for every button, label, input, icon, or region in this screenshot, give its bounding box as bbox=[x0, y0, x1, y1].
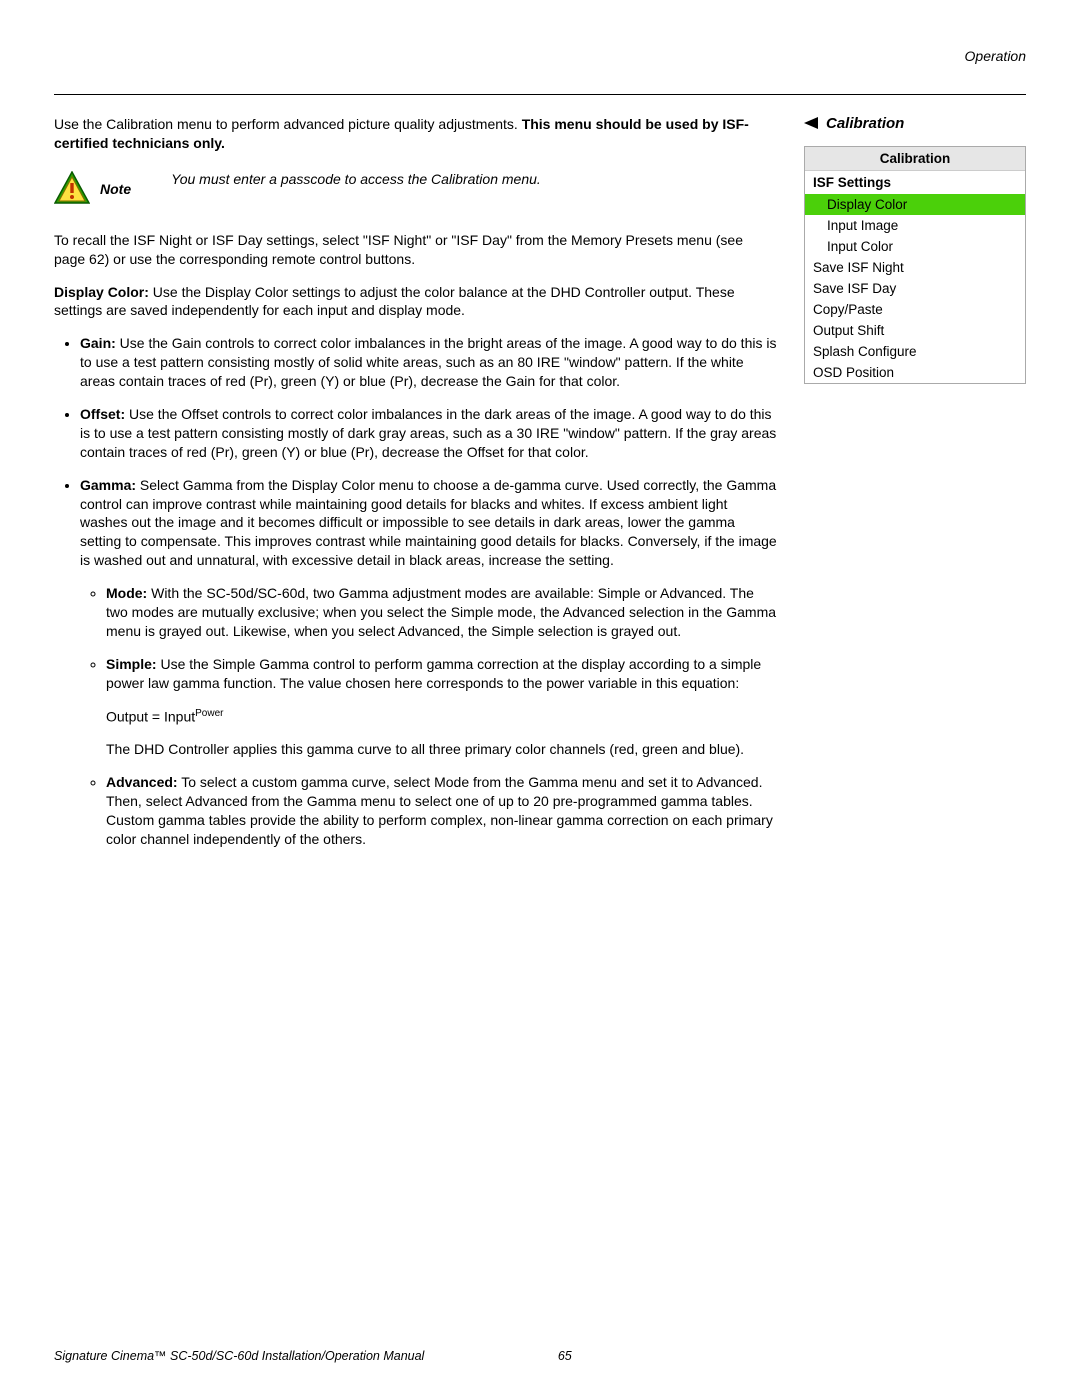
main-column: Use the Calibration menu to perform adva… bbox=[54, 115, 804, 863]
advanced-label: Advanced: bbox=[106, 774, 178, 790]
bullet-simple: Simple: Use the Simple Gamma control to … bbox=[106, 655, 778, 759]
gamma-sublist: Mode: With the SC-50d/SC-60d, two Gamma … bbox=[80, 584, 778, 848]
menu-item-copy-paste[interactable]: Copy/Paste bbox=[805, 299, 1025, 320]
calibration-menu: Calibration ISF Settings Display ColorIn… bbox=[804, 146, 1026, 384]
bullet-mode: Mode: With the SC-50d/SC-60d, two Gamma … bbox=[106, 584, 778, 641]
gamma-equation: Output = InputPower bbox=[106, 707, 778, 727]
menu-item-splash-configure[interactable]: Splash Configure bbox=[805, 341, 1025, 362]
simple-after: The DHD Controller applies this gamma cu… bbox=[106, 740, 778, 759]
menu-item-display-color[interactable]: Display Color bbox=[805, 194, 1025, 215]
footer-text: Signature Cinema™ SC-50d/SC-60d Installa… bbox=[54, 1349, 424, 1363]
menu-item-output-shift[interactable]: Output Shift bbox=[805, 320, 1025, 341]
page-number: 65 bbox=[558, 1349, 572, 1363]
menu-header: Calibration bbox=[805, 147, 1025, 171]
eq-base: Output = Input bbox=[106, 708, 195, 724]
side-title: Calibration bbox=[804, 115, 1026, 132]
offset-label: Offset: bbox=[80, 406, 125, 422]
display-color-label: Display Color: bbox=[54, 284, 149, 300]
note-text: You must enter a passcode to access the … bbox=[171, 171, 778, 187]
simple-label: Simple: bbox=[106, 656, 157, 672]
display-color-paragraph: Display Color: Use the Display Color set… bbox=[54, 283, 778, 321]
menu-item-input-color[interactable]: Input Color bbox=[805, 236, 1025, 257]
page-footer: Signature Cinema™ SC-50d/SC-60d Installa… bbox=[54, 1349, 572, 1363]
offset-text: Use the Offset controls to correct color… bbox=[80, 406, 776, 460]
bullet-gain: Gain: Use the Gain controls to correct c… bbox=[80, 334, 778, 391]
gain-text: Use the Gain controls to correct color i… bbox=[80, 335, 776, 389]
bullet-advanced: Advanced: To select a custom gamma curve… bbox=[106, 773, 778, 849]
display-color-text: Use the Display Color settings to adjust… bbox=[54, 284, 735, 319]
gain-label: Gain: bbox=[80, 335, 116, 351]
mode-text: With the SC-50d/SC-60d, two Gamma adjust… bbox=[106, 585, 776, 639]
top-rule bbox=[54, 94, 1026, 95]
mode-label: Mode: bbox=[106, 585, 147, 601]
bullet-list: Gain: Use the Gain controls to correct c… bbox=[54, 334, 778, 848]
advanced-text: To select a custom gamma curve, select M… bbox=[106, 774, 773, 847]
page-section-header: Operation bbox=[54, 48, 1026, 64]
simple-text: Use the Simple Gamma control to perform … bbox=[106, 656, 761, 691]
menu-item-save-isf-night[interactable]: Save ISF Night bbox=[805, 257, 1025, 278]
gamma-label: Gamma: bbox=[80, 477, 136, 493]
bullet-offset: Offset: Use the Offset controls to corre… bbox=[80, 405, 778, 462]
menu-item-save-isf-day[interactable]: Save ISF Day bbox=[805, 278, 1025, 299]
menu-subheader: ISF Settings bbox=[805, 171, 1025, 194]
bullet-gamma: Gamma: Select Gamma from the Display Col… bbox=[80, 476, 778, 849]
recall-paragraph: To recall the ISF Night or ISF Day setti… bbox=[54, 231, 778, 269]
menu-item-input-image[interactable]: Input Image bbox=[805, 215, 1025, 236]
intro-paragraph: Use the Calibration menu to perform adva… bbox=[54, 115, 778, 153]
note-block: Note You must enter a passcode to access… bbox=[54, 171, 778, 205]
menu-item-osd-position[interactable]: OSD Position bbox=[805, 362, 1025, 383]
eq-sup: Power bbox=[195, 708, 223, 719]
note-label: Note bbox=[100, 171, 131, 197]
side-title-text: Calibration bbox=[826, 115, 904, 132]
triangle-left-icon bbox=[804, 117, 818, 129]
intro-lead: Use the Calibration menu to perform adva… bbox=[54, 116, 522, 132]
side-column: Calibration Calibration ISF Settings Dis… bbox=[804, 115, 1026, 384]
gamma-text: Select Gamma from the Display Color menu… bbox=[80, 477, 777, 569]
warning-icon bbox=[54, 171, 90, 205]
